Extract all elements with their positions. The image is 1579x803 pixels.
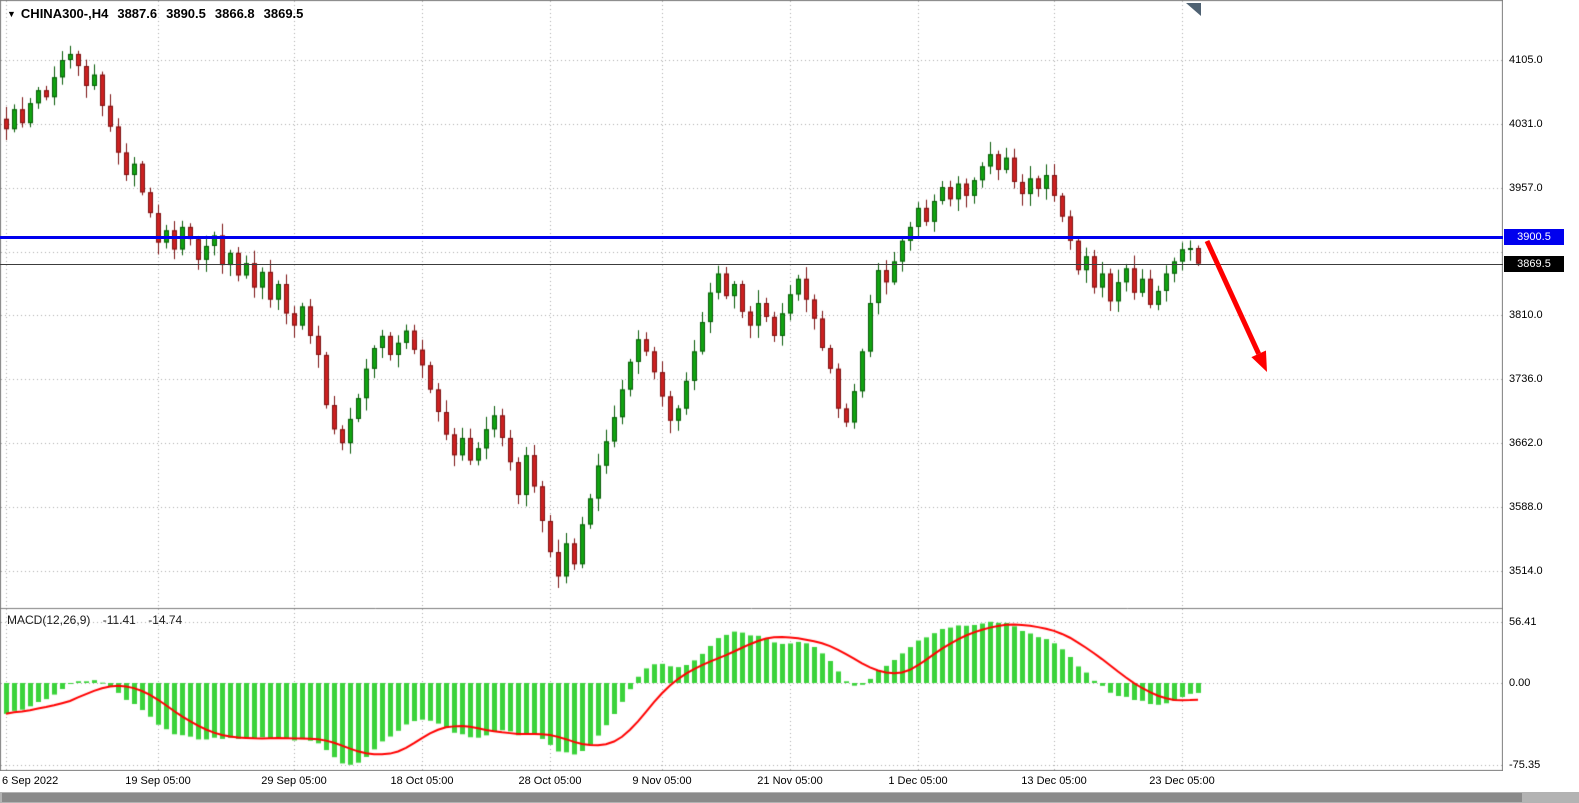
symbol-dropdown-icon[interactable]: ▼ [7,8,16,19]
macd-signal-value: -14.74 [148,613,183,627]
price-axis-label: 3588.0 [1509,501,1543,513]
quote-close-value: 3869.5 [263,6,304,21]
macd-main-value: -11.41 [102,613,136,627]
time-axis-label: 9 Nov 05:00 [632,775,692,787]
candlestick-chart-canvas[interactable] [0,0,1503,771]
price-axis-label: 4105.0 [1509,54,1543,66]
time-axis-label: 29 Sep 05:00 [261,775,327,787]
quote-low-value: 3866.8 [214,6,255,21]
scrollbar-thumb[interactable] [2,793,1522,802]
price-axis-label: 3957.0 [1509,182,1543,194]
macd-name: MACD(12,26,9) [7,613,91,627]
horizontal-scrollbar[interactable] [0,792,1579,803]
macd-axis-label: 56.41 [1509,616,1537,628]
time-axis-label: 21 Nov 05:00 [757,775,823,787]
macd-indicator-label: MACD(12,26,9) -11.41 -14.74 [7,613,182,627]
price-axis-label: 4031.0 [1509,118,1543,130]
macd-axis-label: 0.00 [1509,677,1531,689]
price-axis-label: 3514.0 [1509,565,1543,577]
chart-shift-marker-icon[interactable] [1186,3,1201,16]
macd-axis-label: -75.35 [1509,759,1541,771]
time-axis-label: 18 Oct 05:00 [390,775,454,787]
quote-high-value: 3890.5 [166,6,206,21]
price-axis-label: 3810.0 [1509,309,1543,321]
resistance-price-badge: 3900.5 [1504,229,1564,245]
price-axis[interactable]: 4105.0 4031.0 3957.0 3810.0 3736.0 3662.… [1503,0,1579,771]
time-axis-label: 1 Dec 05:00 [888,775,948,787]
time-axis-label: 13 Dec 05:00 [1021,775,1087,787]
quote-bar: ▼ CHINA300-,H4 3887.6 3890.5 3866.8 3869… [7,6,303,21]
price-axis-label: 3662.0 [1509,437,1543,449]
bid-price-line [0,264,1503,265]
time-axis-label: 23 Dec 05:00 [1149,775,1215,787]
time-axis-label: 6 Sep 2022 [2,775,59,787]
time-axis[interactable]: 6 Sep 2022 19 Sep 05:00 29 Sep 05:00 18 … [0,771,1503,792]
symbol-timeframe-label: CHINA300-,H4 [20,6,109,21]
time-axis-label: 19 Sep 05:00 [125,775,191,787]
bid-price-badge: 3869.5 [1504,256,1564,272]
resistance-line[interactable] [0,236,1503,239]
time-axis-label: 28 Oct 05:00 [518,775,582,787]
price-axis-label: 3736.0 [1509,373,1543,385]
quote-open-value: 3887.6 [117,6,158,21]
